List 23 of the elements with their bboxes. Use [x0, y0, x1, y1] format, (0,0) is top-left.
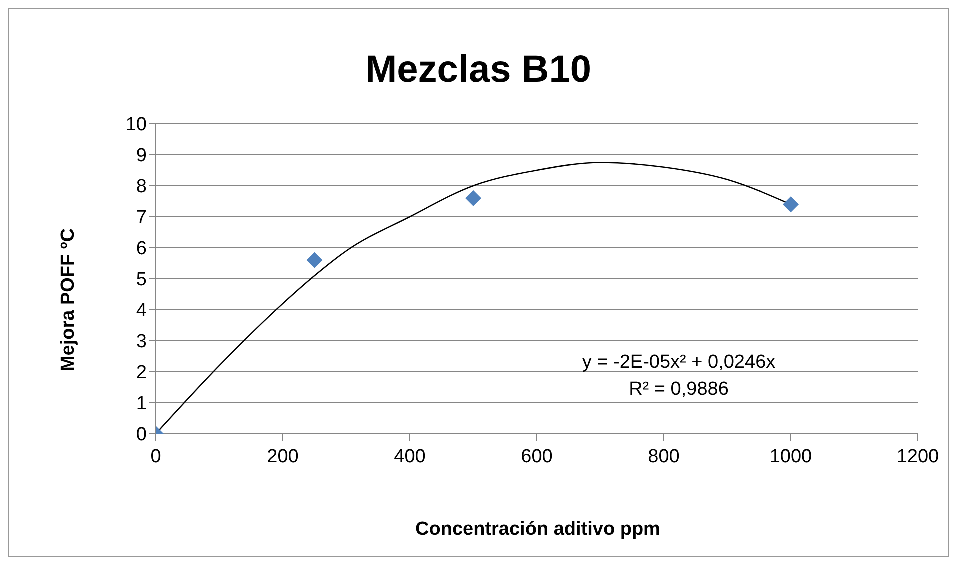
y-tick-label: 4 [136, 300, 148, 322]
y-axis-title: Mejora POFF ºC [58, 228, 80, 372]
x-axis-title: Concentración aditivo ppm [414, 519, 662, 541]
annotation: y = -2E-05x² + 0,0246x [581, 351, 777, 375]
y-tick-label: 8 [136, 176, 147, 198]
x-tick-label: 0 [150, 446, 162, 468]
y-tick-label: 6 [136, 238, 147, 260]
y-tick-label: 1 [136, 394, 147, 415]
x-tick-label: 1200 [896, 446, 940, 468]
x-tick-label: 600 [521, 446, 553, 468]
y-tick-label: 5 [136, 270, 147, 291]
y-tick-label: 7 [136, 208, 147, 229]
y-tick-label: 9 [136, 146, 147, 167]
y-tick-label: 10 [126, 114, 147, 136]
x-tick-label: 200 [267, 446, 299, 468]
x-tick-label: 800 [648, 446, 680, 468]
x-tick-label: 400 [394, 446, 426, 468]
y-tick-label: 0 [136, 424, 147, 446]
y-tick-label: 2 [136, 362, 147, 384]
chart-title: Mezclas B10 [364, 49, 592, 92]
y-tick-label: 3 [136, 332, 147, 353]
x-tick-label: 1000 [770, 446, 812, 468]
annotation: R² = 0,9886 [628, 378, 730, 402]
